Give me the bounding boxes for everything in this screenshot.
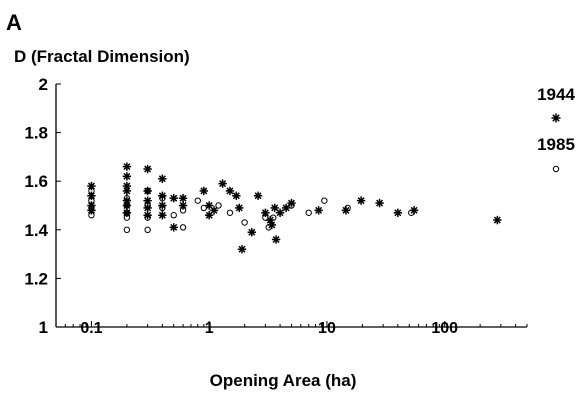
data-point-star [199, 186, 209, 196]
data-point-star [87, 191, 96, 200]
data-point-circle [159, 195, 166, 202]
data-point-circle [144, 226, 151, 234]
data-point-circle [194, 197, 201, 204]
data-point-circle [123, 226, 131, 234]
data-point-star [178, 201, 188, 210]
x-tick-label: 100 [431, 320, 458, 337]
y-tick-label: 1 [39, 318, 48, 337]
data-point-star [275, 208, 285, 217]
data-point-circle [262, 214, 269, 221]
data-point-star [270, 203, 279, 213]
data-point-circle [88, 212, 95, 219]
x-tick-label: 0.1 [80, 320, 102, 337]
circle-marker [552, 165, 560, 173]
legend-marker-1944-star-icon [551, 113, 561, 123]
y-tick-label: 2 [39, 75, 48, 94]
data-point-circle [305, 209, 312, 216]
data-point-circle [88, 187, 95, 195]
data-point-star [178, 194, 188, 203]
y-axis-label: D (Fractal Dimension) [14, 47, 190, 66]
data-point-star [375, 198, 384, 208]
data-point-star [271, 235, 281, 244]
data-point-circle [270, 214, 277, 221]
data-point-circle [170, 212, 177, 219]
data-point-circle [144, 202, 151, 209]
legend: 1944 1985 [537, 85, 575, 173]
data-point-circle [179, 207, 187, 214]
data-point-star [356, 196, 366, 205]
data-point-circle [241, 219, 248, 226]
data-point-circle [144, 214, 151, 221]
data-point-star [261, 208, 270, 217]
y-tick-label: 1.4 [24, 221, 48, 240]
y-tick-label: 1.2 [24, 269, 48, 288]
data-point-star [253, 191, 263, 200]
legend-label-1944: 1944 [537, 85, 575, 104]
data-point-circle [344, 204, 351, 212]
data-point-circle [215, 202, 222, 209]
data-point-circle [200, 204, 208, 212]
data-point-star [247, 228, 256, 237]
legend-marker-1985-circle-icon [552, 165, 560, 173]
data-point-circle [265, 224, 272, 231]
y-ticks: 1 1.2 1.4 1.6 1.8 2 [24, 75, 61, 337]
data-point-star [267, 220, 276, 230]
data-point-star [225, 186, 235, 196]
panel-label: A [6, 10, 22, 35]
data-point-star [235, 203, 244, 213]
data-point-star [158, 174, 167, 183]
data-point-star [122, 162, 132, 171]
y-tick-label: 1.8 [24, 124, 48, 143]
data-point-circle [288, 202, 295, 209]
data-point-star [232, 191, 241, 200]
data-point-star [493, 215, 502, 225]
data-point-circle [123, 214, 131, 221]
x-ticks: 0.1 1 10 100 [55, 320, 528, 337]
data-point-star [281, 203, 291, 213]
data-point-star [158, 211, 167, 220]
data-point-star [143, 164, 152, 174]
data-points [87, 162, 502, 254]
data-point-circle [123, 195, 131, 202]
data-point-circle [144, 187, 151, 195]
data-point-circle [88, 197, 95, 204]
data-point-circle [159, 204, 166, 212]
data-point-star [169, 194, 178, 203]
data-point-star [143, 196, 152, 205]
data-point-star [393, 208, 403, 217]
data-point-circle [226, 209, 234, 216]
data-point-circle [123, 202, 131, 209]
data-point-star [122, 172, 132, 181]
data-point-circle [123, 209, 131, 216]
x-axis-label: Opening Area (ha) [210, 371, 357, 390]
series-1985 [88, 187, 415, 234]
data-point-circle [321, 197, 328, 204]
data-point-star [122, 186, 132, 196]
x-tick-label: 10 [318, 320, 336, 337]
star-marker [551, 113, 561, 123]
data-point-star [237, 245, 247, 254]
data-point-circle [179, 224, 187, 231]
data-point-star [87, 181, 96, 191]
legend-label-1985: 1985 [537, 135, 575, 154]
data-point-star [209, 206, 219, 215]
data-point-star [218, 179, 227, 188]
y-tick-label: 1.6 [24, 172, 48, 191]
data-point-star [314, 206, 323, 215]
x-tick-label: 1 [205, 320, 214, 337]
data-point-circle [408, 209, 415, 216]
data-point-circle [88, 204, 95, 212]
data-point-star [169, 223, 178, 232]
